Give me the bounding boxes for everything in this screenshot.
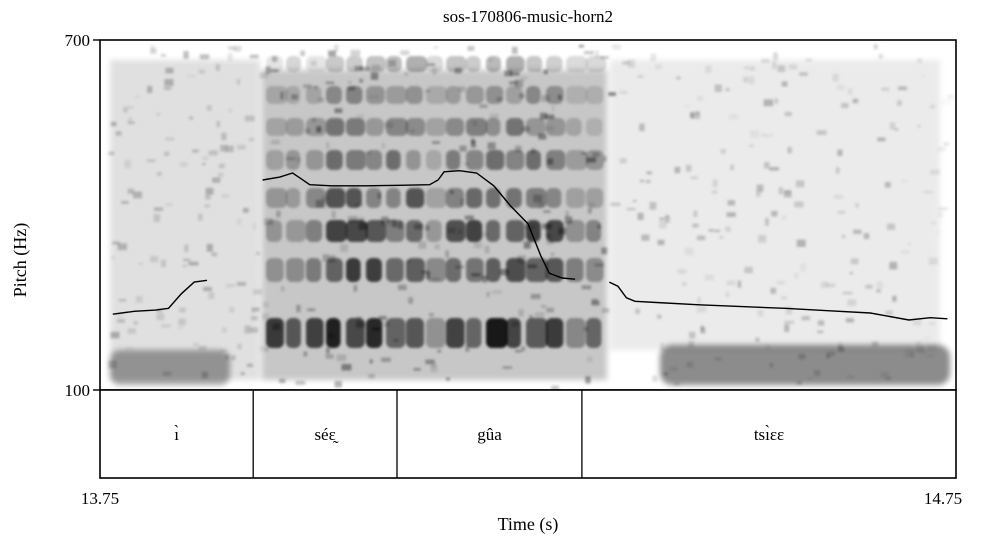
- pitch-segment-1: [112, 279, 208, 315]
- segment-label-4: tsı̀ɛɛ: [754, 424, 784, 444]
- chart-title: sos-170806-music-horn2: [443, 7, 613, 26]
- pitch-segment-2: [262, 169, 576, 280]
- y-tick-label-max: 700: [65, 31, 91, 50]
- x-axis-label: Time (s): [498, 514, 559, 535]
- spectrogram-background: [100, 40, 956, 391]
- x-tick-label-max: 14.75: [924, 489, 962, 508]
- segment-label-3: gûa: [477, 425, 502, 444]
- y-tick-label-min: 100: [65, 381, 91, 400]
- pitch-contour: [112, 169, 948, 321]
- y-axis-label: Pitch (Hz): [10, 223, 31, 297]
- segment-label-2: séɛ̰: [314, 425, 338, 444]
- annotation-tier: ı̀ séɛ̰ gûa tsı̀ɛɛ: [99, 389, 957, 479]
- tier-frame: [99, 389, 957, 479]
- pitch-segment-3: [608, 281, 948, 321]
- segment-label-1: ı̀: [174, 424, 179, 444]
- x-tick-label-min: 13.75: [81, 489, 119, 508]
